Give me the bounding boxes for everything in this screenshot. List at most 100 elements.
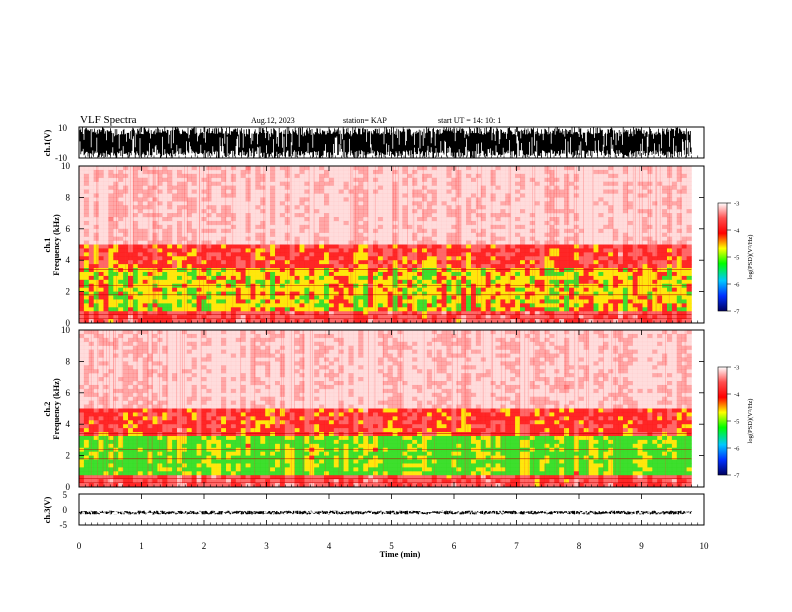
spectrogram-cell: [279, 209, 286, 214]
spectrogram-cell: [368, 260, 374, 265]
spectrogram-cell: [250, 193, 256, 198]
spectrogram-cell: [98, 224, 104, 230]
spectrogram-cell: [426, 291, 433, 296]
spectrogram-cell: [152, 279, 158, 285]
spectrogram-cell: [142, 201, 148, 206]
spectrogram-cell: [177, 307, 183, 312]
spectrogram-cell: [353, 295, 359, 300]
spectrogram-cell: [559, 189, 565, 194]
spectrogram-cell: [485, 236, 491, 241]
spectrogram-cell: [314, 236, 320, 241]
spectrogram-cell: [637, 303, 643, 308]
spectrogram-cell: [142, 240, 148, 245]
spectrogram-cell: [632, 197, 638, 202]
spectrogram-cell: [177, 275, 183, 281]
spectrogram-cell: [676, 173, 682, 179]
spectrogram-cell: [676, 260, 682, 265]
spectrogram-cell: [128, 291, 134, 296]
spectrogram-cell: [196, 224, 202, 230]
spectrogram-cell: [480, 217, 486, 222]
spectrogram-cell: [157, 240, 163, 245]
spectrogram-cell: [284, 217, 290, 222]
spectrogram-cell: [569, 303, 575, 308]
spectrogram-cell: [250, 311, 256, 316]
spectrogram-cell: [113, 236, 119, 241]
spectrogram-cell: [363, 177, 369, 182]
spectrogram-cell: [338, 201, 344, 206]
spectrogram-cell: [598, 240, 604, 245]
spectrogram-cell: [456, 307, 462, 312]
spectrogram-cell: [98, 315, 104, 320]
spectrogram-cell: [387, 166, 393, 171]
spectrogram-cell: [500, 295, 506, 300]
spectrogram-cell: [348, 319, 354, 324]
spectrogram-cell: [647, 224, 653, 230]
spectrogram-cell: [270, 264, 276, 269]
spectrogram-cell: [299, 271, 305, 277]
spectrogram-cell: [662, 256, 668, 261]
spectrogram-cell: [539, 260, 545, 265]
spectrogram-cell: [299, 189, 305, 194]
spectrogram-cell: [603, 189, 609, 194]
spectrogram-cell: [132, 279, 139, 285]
spectrogram-cell: [667, 299, 673, 304]
spectrogram-cell: [186, 295, 192, 300]
spectrogram-cell: [373, 248, 379, 253]
spectrogram-cell: [608, 193, 614, 198]
spectrogram-cell: [343, 224, 349, 230]
spectrogram-cell: [500, 248, 506, 253]
spectrogram-cell: [201, 173, 207, 179]
spectrogram-cell: [363, 303, 369, 308]
spectrogram-cell: [632, 189, 638, 194]
spectrogram-cell: [490, 209, 496, 214]
spectrogram-cell: [534, 315, 540, 320]
spectrogram-cell: [657, 209, 663, 214]
spectrogram-cell: [436, 307, 442, 312]
spectrogram-cell: [235, 307, 241, 312]
spectrogram-cell: [299, 244, 305, 249]
spectrogram-cell: [559, 173, 565, 179]
spectrogram-cell: [294, 193, 300, 198]
spectrogram-cell: [480, 311, 486, 316]
spectrogram-cell: [167, 319, 173, 324]
spectrogram-cell: [250, 271, 256, 277]
spectrogram-cell: [583, 236, 589, 241]
spectrogram-cell: [328, 169, 335, 175]
spectrogram-cell: [515, 185, 521, 190]
spectrogram-cell: [270, 197, 276, 202]
spectrogram-cell: [333, 205, 339, 210]
spectrogram-cell: [132, 166, 139, 171]
spectrogram-cell: [426, 283, 433, 288]
spectrogram-cell: [235, 291, 241, 296]
spectrogram-cell: [103, 166, 109, 171]
spectrogram-cell: [177, 173, 183, 179]
spectrogram-cell: [358, 240, 364, 245]
spectrogram-cell: [353, 224, 359, 230]
spectrogram-cell: [368, 295, 374, 300]
spectrogram-cell: [544, 205, 550, 210]
spectrogram-cell: [466, 287, 472, 292]
spectrogram-cell: [564, 181, 570, 186]
spectrogram-cell: [250, 228, 256, 234]
spectrogram-cell: [368, 232, 374, 237]
spectrogram-cell: [446, 315, 452, 320]
spectrogram-cell: [157, 271, 163, 277]
spectrogram-cell: [613, 283, 619, 288]
spectrogram-cell: [412, 311, 418, 316]
spectrogram-cell: [510, 169, 516, 175]
spectrogram-cell: [358, 232, 364, 237]
spectrogram-cell: [667, 295, 673, 300]
spectrogram-cell: [363, 201, 369, 206]
spectrogram-cell: [226, 193, 232, 198]
spectrogram-cell: [328, 295, 335, 300]
spectrogram-cell: [505, 295, 511, 300]
spectrogram-cell: [539, 181, 545, 186]
spectrogram-cell: [627, 271, 633, 277]
spectrogram-cell: [216, 236, 222, 241]
spectrogram-cell: [137, 303, 143, 308]
spectrogram-cell: [250, 213, 256, 218]
spectrogram-cell: [221, 185, 227, 190]
spectrogram-cell: [436, 268, 442, 273]
spectrogram-cell: [480, 268, 486, 273]
spectrogram-cell: [191, 252, 197, 257]
